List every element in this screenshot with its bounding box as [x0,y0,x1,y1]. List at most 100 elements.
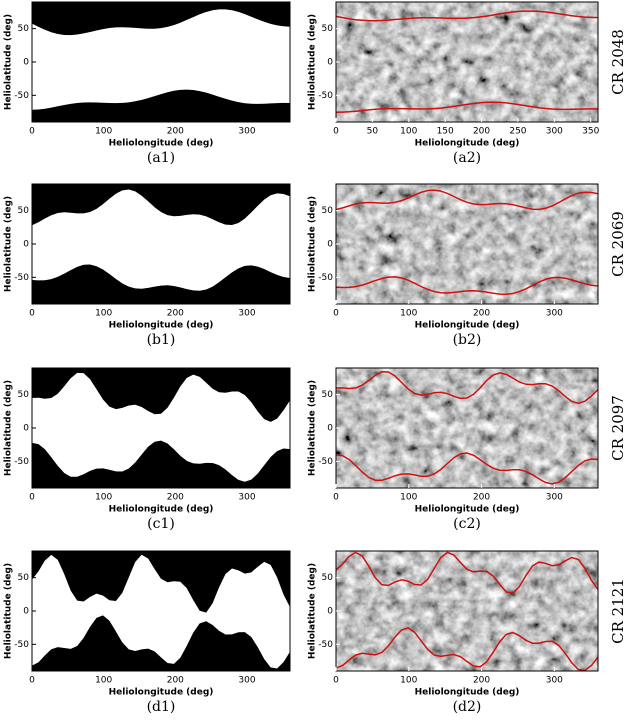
open-field-region [32,9,290,110]
row-label: CR 2121 [609,578,627,644]
y-tick-label: -50 [14,640,29,650]
x-tick-label: 300 [546,127,563,137]
x-tick-label: 100 [400,676,417,686]
x-tick-label: 200 [473,309,490,319]
y-tick-label: 0 [23,58,29,68]
x-axis-label: Heliolongitude (deg) [415,688,520,698]
panel-label: (c2) [453,516,481,532]
x-axis-label: Heliolongitude (deg) [415,139,520,149]
row-label: CR 2069 [609,211,627,277]
panel: 0 50 100 150 200 250 300 350 -50 0 50 Heliolongitud… [308,1,600,166]
y-tick-label: 0 [23,240,29,250]
x-tick-label: 100 [95,493,112,503]
x-tick-label: 250 [509,127,526,137]
x-tick-label: 200 [167,676,184,686]
y-tick-label: -50 [14,457,29,467]
panel: 0 100 200 300 -50 0 50 Heliolongitude (deg) Heli… [308,367,599,532]
y-tick-label: 50 [18,24,30,34]
y-tick-label: 50 [322,573,334,583]
y-tick-label: 0 [327,58,333,68]
y-tick-label: -50 [318,91,333,101]
y-axis-label: Heliolatitude (deg) [4,196,14,292]
y-axis-label: Heliolatitude (deg) [308,380,318,476]
image-background [336,2,598,122]
image-background [336,551,598,671]
x-tick-label: 0 [29,493,35,503]
x-axis-label: Heliolongitude (deg) [109,505,214,515]
x-tick-label: 100 [400,309,417,319]
panel: 0 100 200 300 -50 0 50 Heliolongitude (deg) Heli… [4,550,291,715]
open-field-region [32,189,290,291]
x-tick-label: 300 [238,127,255,137]
panel-label: (b1) [147,332,176,348]
x-axis-label: Heliolongitude (deg) [415,321,520,331]
x-axis-label: Heliolongitude (deg) [109,688,214,698]
y-tick-label: -50 [318,640,333,650]
panel: 0 100 200 300 -50 0 50 Heliolongitude (deg) Heli… [4,367,291,532]
x-tick-label: 200 [167,309,184,319]
x-tick-label: 0 [29,676,35,686]
y-tick-label: 0 [327,607,333,617]
x-tick-label: 0 [333,676,339,686]
x-tick-label: 300 [546,309,563,319]
panel-label: (d2) [453,699,482,715]
open-field-region [32,372,290,482]
y-tick-label: -50 [318,457,333,467]
row-label: CR 2048 [609,29,627,95]
y-axis-label: Heliolatitude (deg) [308,563,318,659]
y-tick-label: 50 [322,206,334,216]
panel: 0 100 200 300 -50 0 50 Heliolongitude (deg) Heli… [308,183,599,348]
x-tick-label: 300 [546,493,563,503]
x-tick-label: 200 [473,493,490,503]
y-axis-label: Heliolatitude (deg) [308,14,318,110]
y-axis-label: Heliolatitude (deg) [4,14,14,110]
panel-label: (b2) [453,332,482,348]
panel-label: (c1) [147,516,175,532]
y-axis-label: Heliolatitude (deg) [308,196,318,292]
x-tick-label: 100 [95,309,112,319]
x-tick-label: 150 [437,127,454,137]
y-tick-label: 0 [327,240,333,250]
y-tick-label: 0 [23,607,29,617]
panel: 0 100 200 300 -50 0 50 Heliolongitude (deg) Heli… [4,183,291,348]
image-background [336,368,598,488]
y-tick-label: 0 [327,424,333,434]
x-tick-label: 100 [95,127,112,137]
x-tick-label: 300 [546,676,563,686]
contour [335,627,599,672]
panel-label: (a1) [147,150,175,166]
contour [335,371,599,405]
y-tick-label: 50 [18,206,30,216]
x-tick-label: 300 [238,309,255,319]
x-axis-label: Heliolongitude (deg) [109,321,214,331]
panel: 0 100 200 300 -50 0 50 Heliolongitude (deg) Heli… [308,550,599,715]
contour [335,276,599,296]
x-axis-label: Heliolongitude (deg) [415,505,520,515]
x-tick-label: 300 [238,676,255,686]
x-tick-label: 200 [167,493,184,503]
x-tick-label: 200 [473,676,490,686]
y-tick-label: 50 [322,24,334,34]
contour [335,551,599,595]
contour [335,10,599,22]
x-tick-label: 0 [333,493,339,503]
contour [335,452,599,485]
y-tick-label: 50 [18,390,30,400]
open-field-region [32,554,290,669]
x-tick-label: 300 [238,493,255,503]
contour [335,189,599,211]
y-axis-label: Heliolatitude (deg) [4,563,14,659]
y-tick-label: 50 [18,573,30,583]
y-tick-label: -50 [14,91,29,101]
x-tick-label: 50 [367,127,379,137]
y-tick-label: 0 [23,424,29,434]
x-tick-label: 100 [400,127,417,137]
x-tick-label: 200 [473,127,490,137]
x-tick-label: 0 [333,309,339,319]
y-tick-label: -50 [14,273,29,283]
x-tick-label: 200 [167,127,184,137]
x-tick-label: 100 [400,493,417,503]
y-tick-label: -50 [318,273,333,283]
panel-label: (a2) [453,150,481,166]
